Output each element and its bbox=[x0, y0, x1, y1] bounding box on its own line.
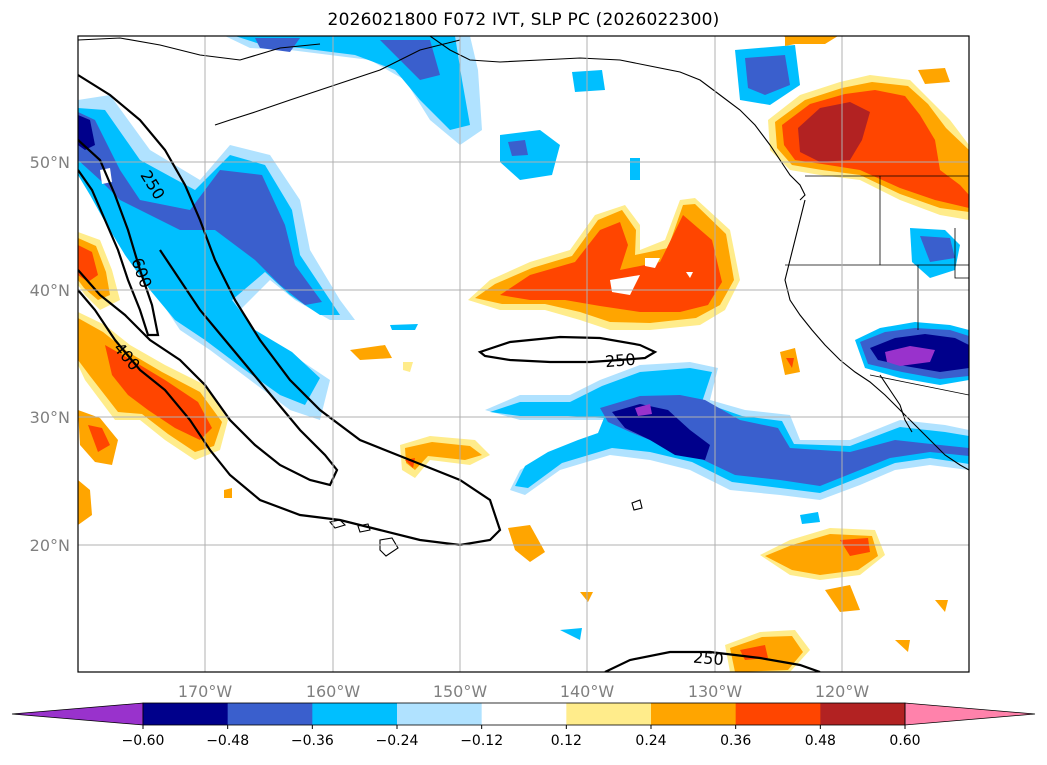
coastlines bbox=[78, 36, 969, 557]
lon-label-160w: 160°W bbox=[306, 682, 361, 701]
colorbar-swatch bbox=[481, 703, 567, 725]
map-title: 2026021800 F072 IVT, SLP PC (2026022300) bbox=[327, 10, 720, 30]
lon-label-130w: 130°W bbox=[688, 682, 743, 701]
lon-label-170w: 170°W bbox=[178, 682, 233, 701]
colorbar-tick-label: −0.24 bbox=[376, 733, 419, 749]
lat-label-30n: 30°N bbox=[30, 408, 70, 427]
slp-contours bbox=[78, 74, 821, 672]
colorbar-tick-label: 0.12 bbox=[551, 733, 582, 749]
colorbar-frame bbox=[142, 702, 906, 726]
colorbar-tick-label: 0.48 bbox=[805, 733, 836, 749]
colorbar-swatch bbox=[397, 703, 483, 725]
map-frame bbox=[77, 35, 970, 673]
map-grid bbox=[78, 36, 969, 672]
colorbar-swatch bbox=[566, 703, 652, 725]
colorbar-swatch bbox=[227, 703, 313, 725]
colorbar-tick-label: 0.36 bbox=[720, 733, 751, 749]
colorbar-tick-label: −0.60 bbox=[122, 733, 165, 749]
colorbar-tick-label: −0.48 bbox=[206, 733, 249, 749]
political-borders bbox=[785, 175, 969, 396]
colorbar: −0.60 −0.48 −0.36 −0.24 −0.12 0.12 0.24 0.36 0.4… bbox=[11, 702, 1036, 749]
colorbar-extend-high bbox=[904, 702, 1036, 726]
lat-label-50n: 50°N bbox=[30, 153, 70, 172]
colorbar-swatch bbox=[735, 703, 821, 725]
lon-label-150w: 150°W bbox=[433, 682, 488, 701]
contour-label-250-south: 250 bbox=[692, 648, 724, 670]
colorbar-swatch bbox=[820, 703, 906, 725]
ivt-shading bbox=[78, 36, 969, 672]
colorbar-swatch bbox=[143, 703, 229, 725]
lat-label-40n: 40°N bbox=[30, 281, 70, 300]
colorbar-tick-label: 0.60 bbox=[889, 733, 920, 749]
colorbar-extend-low bbox=[11, 702, 144, 726]
colorbar-tick-label: −0.36 bbox=[291, 733, 334, 749]
lon-label-140w: 140°W bbox=[560, 682, 615, 701]
lon-labels: 170°W 160°W 150°W 140°W 130°W 120°W bbox=[178, 682, 870, 701]
colorbar-tick-label: 0.24 bbox=[635, 733, 666, 749]
contour-label-250-central: 250 bbox=[604, 350, 636, 372]
colorbar-tick-label: −0.12 bbox=[460, 733, 503, 749]
lat-label-20n: 20°N bbox=[30, 536, 70, 555]
lat-labels: 50°N 40°N 30°N 20°N bbox=[30, 153, 70, 555]
colorbar-swatch bbox=[312, 703, 398, 725]
lon-label-120w: 120°W bbox=[815, 682, 870, 701]
colorbar-swatch bbox=[651, 703, 737, 725]
